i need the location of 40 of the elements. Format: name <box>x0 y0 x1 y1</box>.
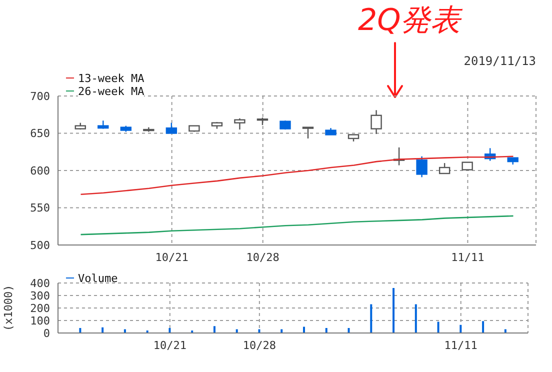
y-tick-label: 400 <box>30 276 50 290</box>
bar <box>168 328 171 333</box>
y-tick-label: 0 <box>43 326 50 340</box>
y-tick-label: 500 <box>30 238 50 252</box>
chart-subtitle: 2019/11/13 <box>464 54 536 68</box>
y-tick-label: 700 <box>30 90 50 103</box>
x-tick-label: 10/28 <box>246 250 280 264</box>
x-tick-label: 11/11 <box>451 250 484 264</box>
y-tick-label: 200 <box>30 302 50 315</box>
legend-label: 13-week MA <box>78 72 144 85</box>
candlestick <box>370 110 382 135</box>
bar <box>79 328 82 333</box>
y-tick-label: 600 <box>30 164 50 178</box>
bar <box>437 322 440 333</box>
bar <box>325 328 328 333</box>
y-tick-label: 650 <box>30 127 50 140</box>
x-tick-label: 11/11 <box>444 338 478 352</box>
y-tick-label: 300 <box>30 289 50 302</box>
candlestick <box>302 126 314 140</box>
y-axis-title: (x1000) <box>2 284 15 332</box>
y-tick-label: 550 <box>30 202 50 215</box>
x-tick-label: 10/28 <box>242 338 276 352</box>
legend-label: 26-week MA <box>78 85 144 98</box>
bar <box>370 304 372 333</box>
text: 2Q発表 <box>358 2 461 40</box>
x-tick-label: 10/21 <box>155 250 188 264</box>
candlestick <box>166 122 178 134</box>
candlestick <box>234 118 246 130</box>
bar <box>460 324 462 333</box>
candlestick <box>438 162 450 174</box>
bar <box>392 288 395 333</box>
candlestick <box>416 156 428 178</box>
bar <box>482 321 484 333</box>
bar <box>414 304 417 333</box>
bar <box>348 328 350 333</box>
line-series <box>80 215 514 236</box>
legend-label: Volume <box>78 272 118 285</box>
y-tick-label: 100 <box>30 314 50 328</box>
bar <box>213 326 216 333</box>
x-tick-label: 10/21 <box>153 338 186 352</box>
